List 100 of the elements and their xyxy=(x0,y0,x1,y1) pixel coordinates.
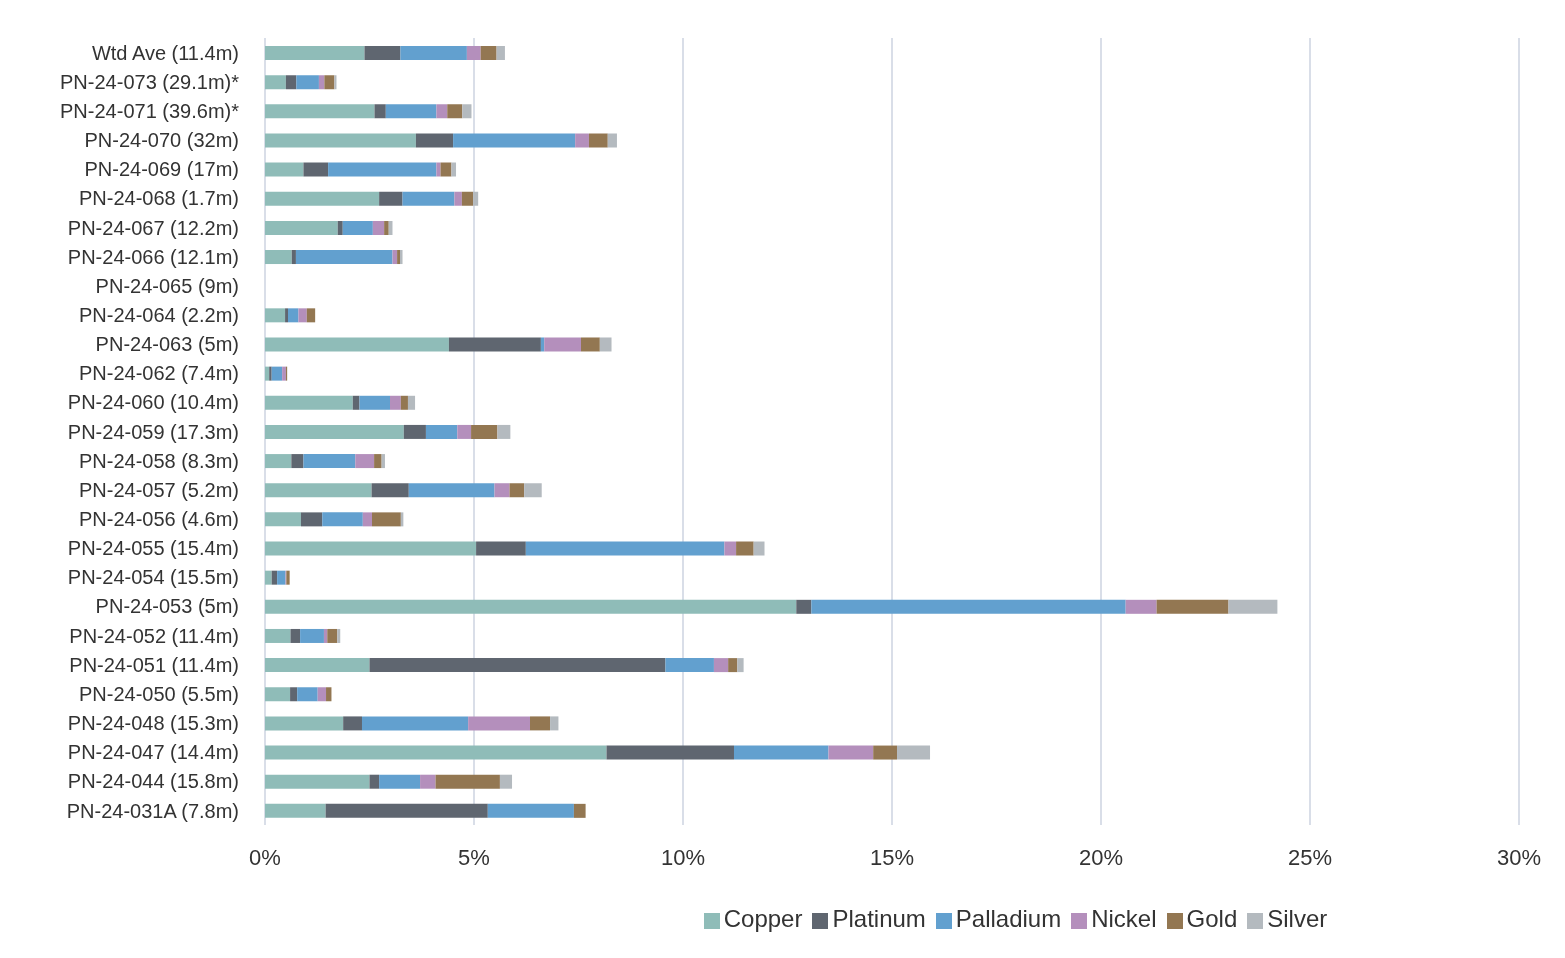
bar xyxy=(573,803,586,818)
bar xyxy=(476,541,526,556)
bar xyxy=(447,104,463,119)
legend-label: Palladium xyxy=(955,905,1062,932)
bar xyxy=(581,337,600,352)
bar xyxy=(364,46,401,60)
bar xyxy=(828,745,874,760)
bar xyxy=(400,395,408,410)
bar xyxy=(796,599,812,614)
bar xyxy=(509,483,525,498)
bar xyxy=(873,745,898,760)
x-tick-label: 30% xyxy=(1496,844,1542,870)
bar xyxy=(265,220,338,235)
x-tick-label: 10% xyxy=(660,844,706,870)
bar xyxy=(277,570,286,585)
bar xyxy=(402,191,455,206)
y-tick-label: PN-24-064 (2.2m) xyxy=(78,304,239,327)
y-tick-label: PN-24-044 (15.8m) xyxy=(67,770,239,793)
y-tick-label: PN-24-060 (10.4m) xyxy=(67,391,239,414)
bar xyxy=(322,512,363,527)
bar xyxy=(306,308,316,323)
bar xyxy=(435,774,500,789)
bar xyxy=(379,191,403,206)
y-tick-label: PN-24-069 (17m) xyxy=(84,158,239,181)
bar xyxy=(530,716,551,731)
bar xyxy=(471,424,498,439)
bar xyxy=(265,250,292,265)
bar xyxy=(300,512,323,527)
bar xyxy=(374,454,382,469)
bar xyxy=(355,454,375,469)
bar xyxy=(728,658,738,673)
bar xyxy=(265,104,375,119)
bar xyxy=(440,162,452,177)
bar xyxy=(265,75,286,90)
bar xyxy=(265,570,272,585)
bar xyxy=(291,454,304,469)
bar xyxy=(296,75,319,90)
y-tick-label: PN-24-070 (32m) xyxy=(84,129,239,152)
bar xyxy=(369,658,666,673)
bar xyxy=(425,424,458,439)
bar xyxy=(403,424,426,439)
bar xyxy=(494,483,510,498)
bar xyxy=(265,133,416,148)
bar xyxy=(753,541,765,556)
bar xyxy=(297,687,318,702)
y-tick-label: PN-24-047 (14.4m) xyxy=(67,741,239,764)
bar xyxy=(327,628,338,643)
bar xyxy=(451,162,457,177)
bar xyxy=(389,395,401,410)
bar xyxy=(285,75,297,90)
bar xyxy=(361,716,469,731)
bar xyxy=(496,46,505,60)
bar xyxy=(588,133,608,148)
bar xyxy=(724,541,737,556)
bar xyxy=(525,541,725,556)
bar xyxy=(265,774,370,789)
bar xyxy=(408,483,495,498)
bar xyxy=(457,424,472,439)
bar xyxy=(524,483,542,498)
bar xyxy=(480,46,497,60)
bar xyxy=(499,774,513,789)
y-tick-label: PN-24-053 (5m) xyxy=(95,595,239,618)
bar xyxy=(473,191,479,206)
bar xyxy=(607,133,617,148)
bar xyxy=(298,308,307,323)
y-tick-label: PN-24-054 (15.5m) xyxy=(67,566,239,589)
y-tick-label: PN-24-071 (39.6m)* xyxy=(60,99,240,122)
bar xyxy=(550,716,559,731)
bar xyxy=(285,308,288,323)
bar xyxy=(271,366,283,381)
bar xyxy=(392,250,398,265)
bar xyxy=(337,628,341,643)
bar xyxy=(265,745,607,760)
bar xyxy=(362,512,373,527)
y-tick-label: PN-24-052 (11.4m) xyxy=(69,624,239,647)
bar xyxy=(265,599,797,614)
bar xyxy=(303,162,329,177)
bar xyxy=(290,687,298,702)
bar xyxy=(462,104,472,119)
y-tick-label: PN-24-050 (5.5m) xyxy=(78,682,239,705)
y-tick-label: PN-24-056 (4.6m) xyxy=(78,508,239,531)
bar xyxy=(454,191,462,206)
y-tick-label: PN-24-031A (7.8m) xyxy=(66,799,239,822)
bar xyxy=(436,162,441,177)
legend-label: Copper xyxy=(723,905,803,932)
bar xyxy=(369,774,380,789)
bar xyxy=(325,803,488,818)
bar xyxy=(737,658,744,673)
bar xyxy=(265,483,372,498)
bar xyxy=(420,774,436,789)
bar xyxy=(379,774,421,789)
bar xyxy=(734,745,829,760)
bar xyxy=(337,220,343,235)
bar xyxy=(468,716,531,731)
bar xyxy=(342,220,373,235)
bar xyxy=(453,133,576,148)
bar xyxy=(606,745,734,760)
y-tick-label: PN-24-065 (9m) xyxy=(95,274,239,297)
y-tick-label: PN-24-073 (29.1m)* xyxy=(60,70,240,93)
bar xyxy=(324,75,335,90)
